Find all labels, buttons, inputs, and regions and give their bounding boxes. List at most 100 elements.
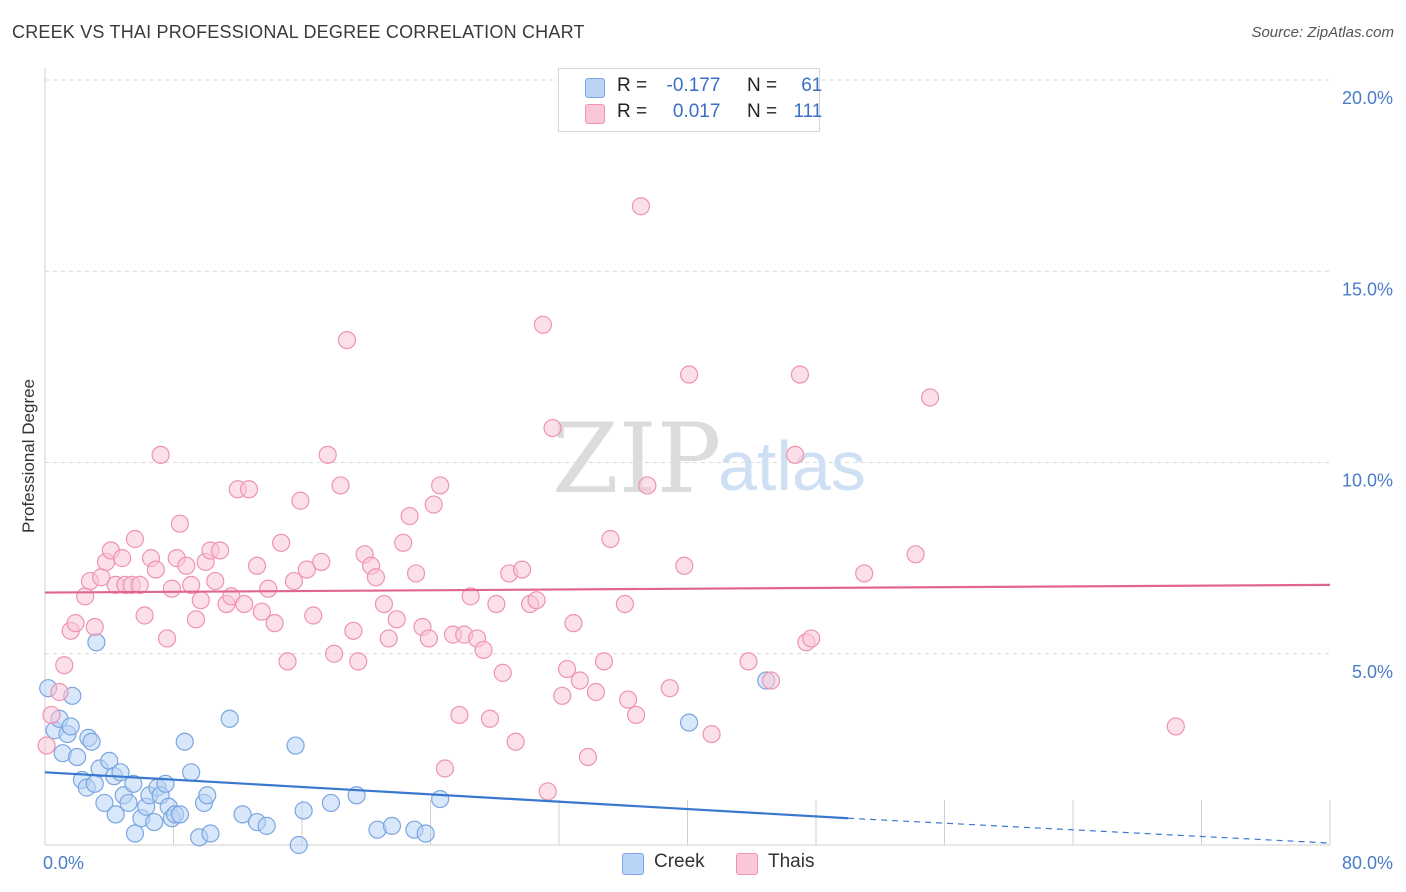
point-thais xyxy=(259,579,278,598)
point-thais xyxy=(487,594,506,614)
source-attribution: Source: ZipAtlas.com xyxy=(1251,24,1394,41)
trend-line-creek xyxy=(44,771,849,820)
point-thais xyxy=(586,682,606,702)
point-thais xyxy=(331,476,350,495)
point-creek xyxy=(257,816,276,835)
legend-r-label: R = xyxy=(617,75,648,96)
point-creek xyxy=(119,793,138,813)
point-thais xyxy=(304,606,323,625)
y-tick-label: 10.0% xyxy=(1342,471,1393,491)
point-thais xyxy=(252,602,271,621)
point-thais xyxy=(570,671,589,690)
y-tick-label: 5.0% xyxy=(1352,662,1393,682)
point-thais xyxy=(235,594,254,614)
point-thais xyxy=(291,491,310,510)
point-creek xyxy=(87,633,106,652)
point-thais xyxy=(480,709,500,728)
point-thais xyxy=(337,331,357,350)
point-creek xyxy=(286,736,305,755)
point-creek xyxy=(106,805,125,824)
point-creek xyxy=(145,812,164,832)
point-thais xyxy=(618,690,638,709)
point-thais xyxy=(182,575,201,595)
point-thais xyxy=(278,652,297,671)
legend-text-thais: R = 0.017 N = 111 xyxy=(617,101,822,123)
point-thais xyxy=(265,614,284,633)
point-thais xyxy=(601,529,620,549)
point-creek xyxy=(201,824,220,843)
point-thais xyxy=(739,652,758,671)
y-tick-label: 20.0% xyxy=(1342,88,1393,108)
bottom-legend-swatch-creek xyxy=(622,853,644,875)
point-creek xyxy=(170,805,190,824)
point-thais xyxy=(435,759,455,778)
point-thais xyxy=(37,736,56,755)
point-thais xyxy=(512,560,532,579)
point-thais xyxy=(790,365,810,384)
bottom-legend-swatch-thais xyxy=(736,853,758,875)
point-thais xyxy=(578,747,598,767)
point-creek xyxy=(294,801,313,820)
point-thais xyxy=(631,197,651,216)
point-thais xyxy=(191,591,210,610)
y-tick-labels: 5.0% 10.0% 15.0% 20.0% xyxy=(1342,88,1393,682)
point-thais xyxy=(855,564,874,583)
point-thais xyxy=(680,365,699,384)
point-thais xyxy=(186,610,206,629)
point-thais xyxy=(239,480,259,499)
point-thais xyxy=(157,629,177,648)
point-creek xyxy=(95,793,114,813)
point-thais xyxy=(206,571,225,591)
point-creek xyxy=(416,824,435,843)
point-thais xyxy=(474,640,493,660)
point-thais xyxy=(920,388,940,407)
point-thais xyxy=(135,606,154,625)
point-creek xyxy=(175,732,194,751)
point-thais xyxy=(66,614,85,633)
point-thais xyxy=(394,533,413,552)
point-thais xyxy=(379,629,398,648)
point-thais xyxy=(247,556,267,575)
point-thais xyxy=(424,495,443,514)
point-thais xyxy=(675,556,694,575)
bottom-legend-label-creek: Creek xyxy=(654,851,705,872)
trend-line-thais xyxy=(44,583,1331,594)
point-creek xyxy=(85,774,104,793)
point-thais xyxy=(177,556,196,575)
legend-swatch-creek xyxy=(585,78,605,98)
point-thais xyxy=(564,614,583,633)
legend-n-label: N = xyxy=(746,75,778,96)
point-thais xyxy=(42,705,61,725)
point-thais xyxy=(626,705,646,725)
point-creek xyxy=(125,824,145,843)
data-points xyxy=(37,197,1185,855)
point-thais xyxy=(450,705,469,725)
point-thais xyxy=(387,610,406,629)
point-thais xyxy=(76,587,95,606)
point-creek xyxy=(182,763,201,782)
point-creek xyxy=(220,709,239,728)
point-thais xyxy=(406,564,426,583)
point-thais xyxy=(349,652,368,671)
x-tick-label: 80.0% xyxy=(1342,853,1393,873)
point-thais xyxy=(130,575,149,595)
point-thais xyxy=(325,644,344,663)
point-creek xyxy=(382,816,402,835)
point-thais xyxy=(50,682,69,702)
point-thais xyxy=(366,568,385,587)
y-tick-label: 15.0% xyxy=(1342,279,1393,299)
point-thais xyxy=(802,629,821,648)
point-thais xyxy=(1166,717,1185,736)
point-thais xyxy=(543,418,562,438)
point-thais xyxy=(419,629,438,648)
point-creek xyxy=(431,789,450,809)
correlation-legend: R = -0.177 N = 61 R = 0.017 N = 111 xyxy=(558,68,822,132)
legend-text-creek: R = -0.177 N = 61 xyxy=(617,75,822,97)
point-creek xyxy=(68,747,87,767)
point-thais xyxy=(786,445,805,464)
point-thais xyxy=(431,476,450,495)
point-creek xyxy=(61,717,80,736)
point-thais xyxy=(400,506,419,526)
point-thais xyxy=(210,541,230,560)
